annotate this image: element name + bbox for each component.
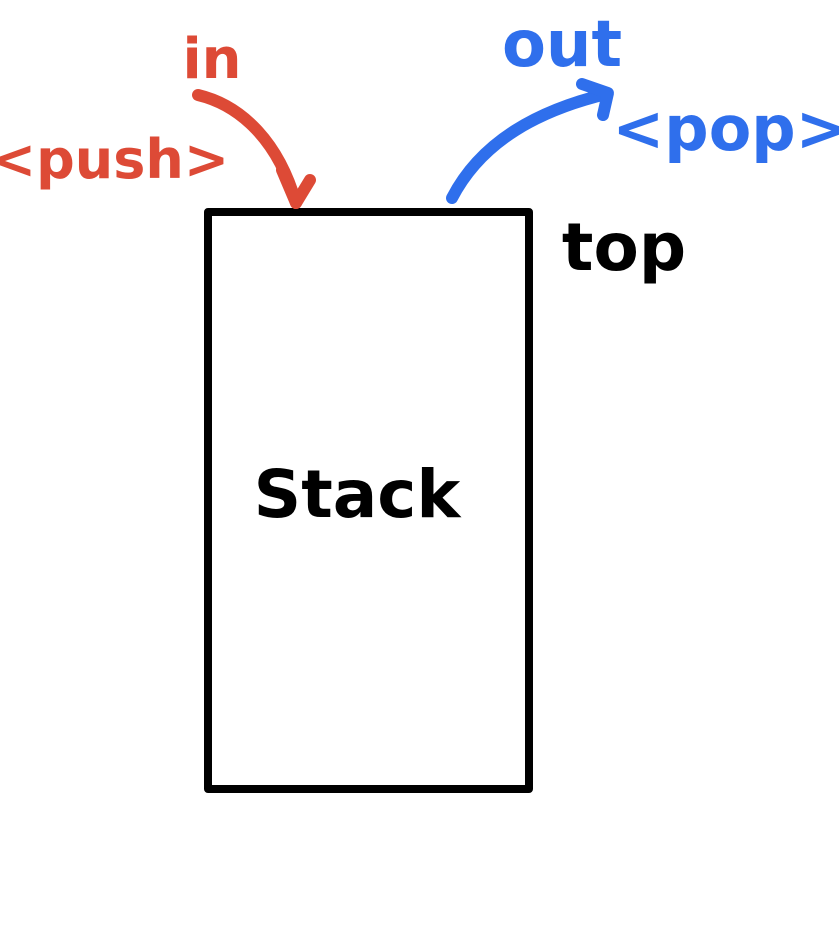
out-label: out bbox=[502, 8, 622, 82]
pop-arrow-shaft bbox=[446, 88, 612, 204]
push-arrow-head bbox=[276, 164, 316, 209]
top-label: top bbox=[562, 209, 686, 286]
pop-label: <pop> bbox=[612, 92, 839, 165]
in-label: in bbox=[182, 27, 241, 92]
stack-label: Stack bbox=[254, 456, 463, 533]
stack-box bbox=[204, 208, 533, 793]
pop-arrow-head bbox=[576, 78, 614, 121]
push-label: <push> bbox=[0, 128, 229, 191]
